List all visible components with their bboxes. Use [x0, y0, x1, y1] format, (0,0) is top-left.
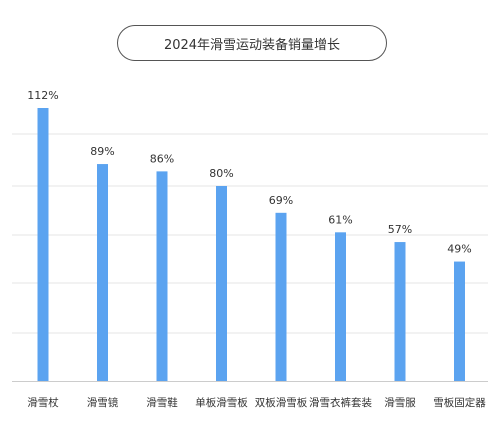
bars	[37, 108, 465, 381]
value-label-3: 80%	[209, 167, 233, 180]
x-tick-label-6: 滑雪服	[384, 397, 416, 409]
value-label-5: 61%	[328, 213, 352, 226]
x-tick-label-4: 双板滑雪板	[255, 396, 308, 409]
gridlines	[12, 133, 488, 334]
value-label-7: 49%	[447, 243, 471, 256]
value-label-4: 69%	[269, 194, 293, 207]
value-label-0: 112%	[27, 89, 58, 102]
chart-title: 2024年滑雪运动装备销量增长	[117, 25, 387, 61]
bar-6	[394, 242, 406, 381]
value-label-1: 89%	[90, 145, 114, 158]
bar-2	[156, 171, 168, 381]
x-tick-label-7: 雪板固定器	[433, 396, 486, 409]
x-tick-label-2: 滑雪鞋	[146, 396, 178, 409]
value-label-2: 86%	[150, 152, 174, 165]
x-tick-label-5: 滑雪衣裤套装	[309, 396, 372, 409]
bar-5	[335, 232, 346, 381]
value-label-6: 57%	[388, 223, 412, 236]
bar-4	[275, 212, 287, 381]
value-labels: 112% 89% 86% 80% 69% 61% 57% 49%	[27, 89, 471, 256]
bar-0	[37, 108, 49, 381]
bar-7	[454, 261, 465, 381]
bar-1	[97, 164, 108, 381]
x-tick-label-3: 单板滑雪板	[195, 396, 248, 409]
x-tick-label-1: 滑雪镜	[87, 396, 119, 409]
bar-3	[216, 186, 227, 381]
x-tick-labels: 滑雪杖 滑雪镜 滑雪鞋 单板滑雪板 双板滑雪板 滑雪衣裤套装 滑雪服 雪板固定器	[27, 396, 486, 409]
x-tick-label-0: 滑雪杖	[27, 396, 59, 409]
